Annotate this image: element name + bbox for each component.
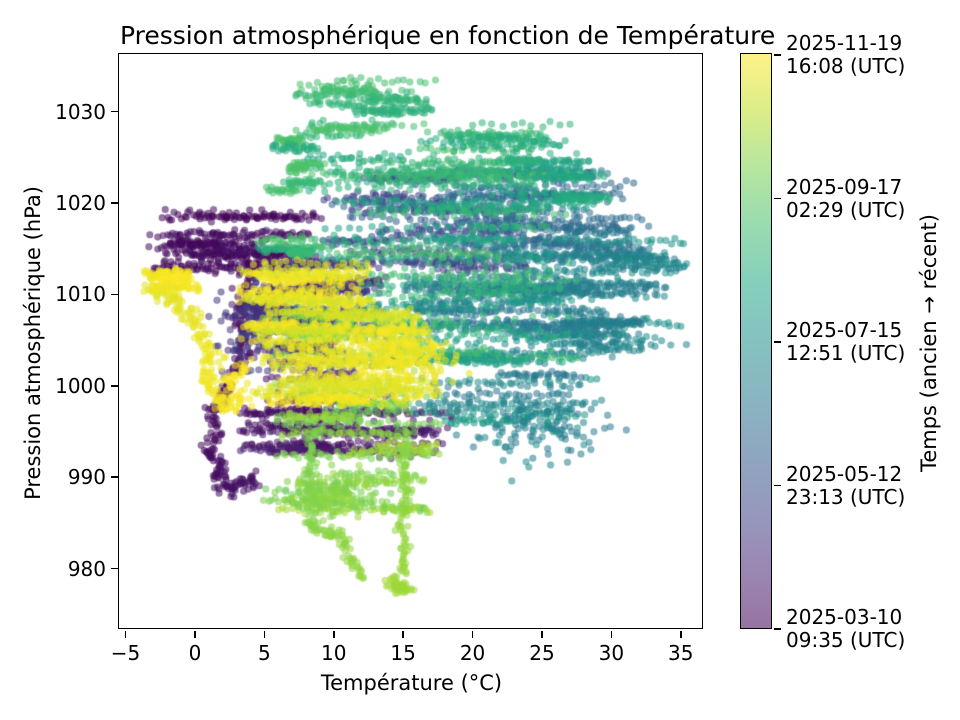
colorbar-tick-mark — [773, 341, 781, 343]
x-tick-mark — [332, 630, 335, 638]
colorbar-tick-label: 2025-11-19 16:08 (UTC) — [786, 31, 906, 78]
colorbar-tick-label: 2025-07-15 12:51 (UTC) — [786, 318, 906, 365]
x-tick-mark — [402, 630, 404, 638]
x-tick-mark — [541, 630, 543, 638]
x-axis-label: Température (°C) — [320, 671, 503, 695]
x-tick-label: 15 — [390, 641, 416, 665]
colorbar — [740, 53, 773, 630]
colorbar-label: Temps (ancien → récent) — [917, 214, 941, 472]
chart-title: Pression atmosphérique en fonction de Te… — [120, 21, 776, 50]
y-tick-label: 1000 — [55, 373, 106, 398]
x-tick-label: 30 — [598, 641, 625, 665]
x-tick-label: 35 — [668, 641, 694, 665]
x-tick-label: 0 — [188, 641, 202, 665]
x-tick-mark — [263, 630, 266, 638]
x-tick-label: −5 — [110, 641, 141, 665]
x-tick-label: 5 — [257, 641, 271, 665]
x-tick-mark — [471, 630, 474, 638]
y-tick-label: 1030 — [55, 99, 106, 124]
x-tick-mark — [124, 630, 127, 638]
y-tick-mark — [111, 110, 119, 113]
y-tick-label: 1010 — [55, 282, 106, 307]
y-tick-mark — [111, 202, 119, 204]
colorbar-tick-mark — [773, 197, 781, 200]
x-tick-mark — [679, 630, 682, 638]
y-tick-mark — [111, 476, 119, 479]
y-tick-mark — [111, 385, 119, 387]
y-tick-mark — [111, 567, 119, 570]
colorbar-tick-label: 2025-05-12 23:13 (UTC) — [786, 461, 906, 509]
x-tick-label: 20 — [459, 641, 486, 665]
y-tick-label: 990 — [67, 465, 106, 490]
x-tick-mark — [610, 630, 613, 638]
scatter-points-canvas — [120, 55, 703, 629]
y-tick-mark — [111, 293, 119, 296]
y-axis-label: Pression atmosphérique (hPa) — [21, 186, 45, 500]
colorbar-tick-mark — [773, 628, 781, 630]
y-tick-label: 1020 — [55, 191, 106, 216]
x-tick-mark — [194, 630, 196, 638]
x-tick-label: 25 — [529, 641, 555, 665]
y-tick-label: 980 — [67, 556, 106, 581]
colorbar-tick-label: 2025-03-10 09:35 (UTC) — [786, 605, 906, 652]
x-tick-label: 10 — [321, 641, 347, 665]
colorbar-tick-mark — [773, 484, 781, 487]
colorbar-tick-mark — [773, 54, 781, 56]
colorbar-tick-label: 2025-09-17 02:29 (UTC) — [786, 174, 906, 222]
